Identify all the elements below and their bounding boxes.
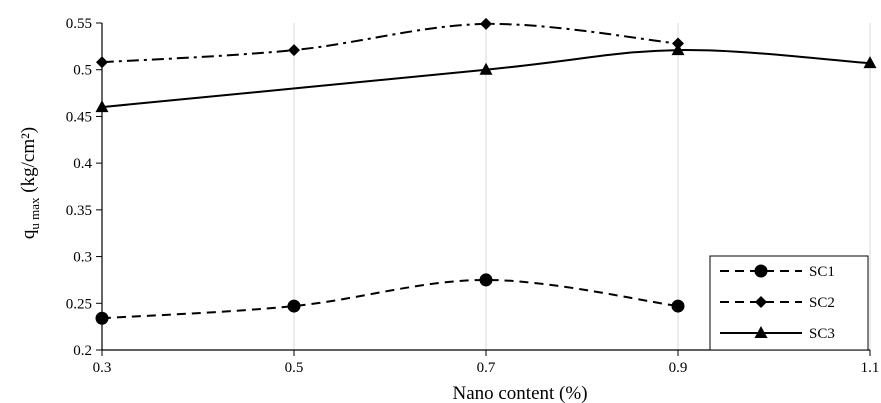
data-point — [480, 17, 492, 30]
legend-label: SC1 — [809, 264, 835, 280]
y-tick-label: 0.35 — [66, 203, 92, 219]
y-tick-label: 0.2 — [73, 343, 92, 359]
legend-label: SC3 — [809, 326, 835, 342]
data-point — [287, 299, 301, 313]
y-tick-label: 0.25 — [66, 296, 92, 312]
series-sc2 — [96, 17, 684, 69]
y-axis-title: qu max (kg/cm²) — [18, 127, 42, 239]
series-line — [101, 278, 679, 320]
series-sc3 — [95, 43, 877, 113]
x-tick-label: 1.1 — [861, 360, 880, 376]
y-tick-label: 0.45 — [66, 109, 92, 125]
data-point — [95, 311, 109, 325]
legend-marker — [755, 296, 767, 308]
legend: SC1 SC2 SC3 — [709, 255, 869, 351]
x-tick-label: 0.7 — [477, 360, 496, 376]
data-point — [671, 299, 685, 313]
legend-marker — [754, 264, 768, 278]
grid-lines — [293, 23, 871, 350]
data-point — [96, 56, 108, 69]
y-tick-labels: 0.2 0.25 0.3 0.35 0.4 0.45 0.5 0.55 — [66, 16, 93, 359]
legend-label: SC2 — [809, 295, 835, 311]
series-sc1 — [95, 273, 685, 325]
y-axis-title-sub: u max — [27, 197, 42, 230]
legend-item-sc2: SC2 — [720, 295, 835, 311]
series-line — [101, 22, 679, 64]
data-point — [479, 62, 493, 75]
data-point — [288, 44, 300, 57]
data-point — [671, 43, 685, 56]
data-point — [863, 56, 877, 69]
data-point — [479, 273, 493, 287]
x-tick-label: 0.3 — [93, 360, 112, 376]
series-layer — [95, 17, 877, 325]
x-axis-title: Nano content (%) — [452, 383, 587, 403]
legend-marker — [754, 326, 768, 338]
y-axis-title-unit: (kg/cm²) — [18, 127, 39, 198]
y-tick-label: 0.4 — [73, 156, 92, 172]
x-tick-label: 0.5 — [285, 360, 304, 376]
series-line — [101, 49, 871, 109]
data-point — [95, 100, 109, 113]
y-tick-label: 0.55 — [66, 16, 92, 32]
y-tick-label: 0.3 — [73, 250, 92, 266]
y-tick-label: 0.5 — [73, 63, 92, 79]
x-tick-label: 0.9 — [669, 360, 688, 376]
y-axis-title-main: q — [18, 229, 39, 239]
legend-item-sc3: SC3 — [720, 326, 835, 342]
legend-item-sc1: SC1 — [720, 264, 835, 280]
x-tick-labels: 0.3 0.5 0.7 0.9 1.1 — [93, 360, 880, 376]
